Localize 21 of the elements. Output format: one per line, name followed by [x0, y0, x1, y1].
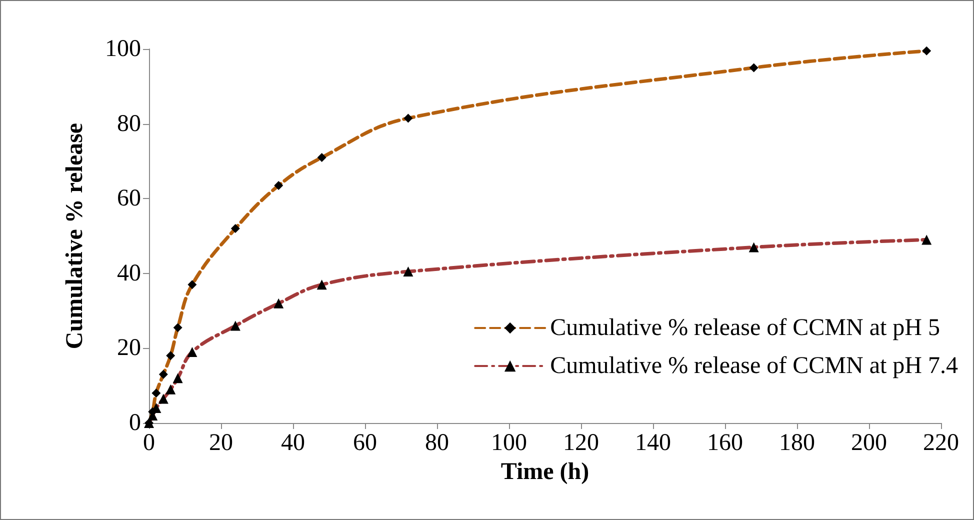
y-tick-label: 80 [117, 110, 141, 137]
y-tick-label: 60 [117, 186, 141, 212]
y-tick-label: 0 [129, 410, 141, 436]
legend-label: Cumulative % release of CCMN at pH 5 [550, 315, 940, 341]
x-tick-label: 200 [851, 430, 887, 456]
y-tick-label: 100 [105, 36, 141, 62]
x-tick-label: 60 [353, 430, 377, 456]
x-tick-label: 20 [209, 430, 233, 456]
x-tick-label: 80 [425, 430, 449, 456]
x-axis-title: Time (h) [500, 458, 590, 485]
x-tick-label: 120 [563, 430, 599, 456]
x-tick-label: 160 [707, 430, 743, 456]
y-tick-label: 20 [117, 335, 141, 362]
y-axis-title: Cumulative % release [62, 122, 88, 350]
y-tick-label: 40 [117, 260, 141, 286]
x-tick-label: 40 [281, 430, 305, 456]
x-tick-label: 100 [491, 430, 527, 456]
x-tick-label: 180 [779, 430, 815, 456]
x-tick-label: 140 [635, 430, 671, 456]
x-tick-label: 220 [923, 430, 959, 456]
legend-label: Cumulative % release of CCMN at pH 7.4 [550, 353, 958, 379]
